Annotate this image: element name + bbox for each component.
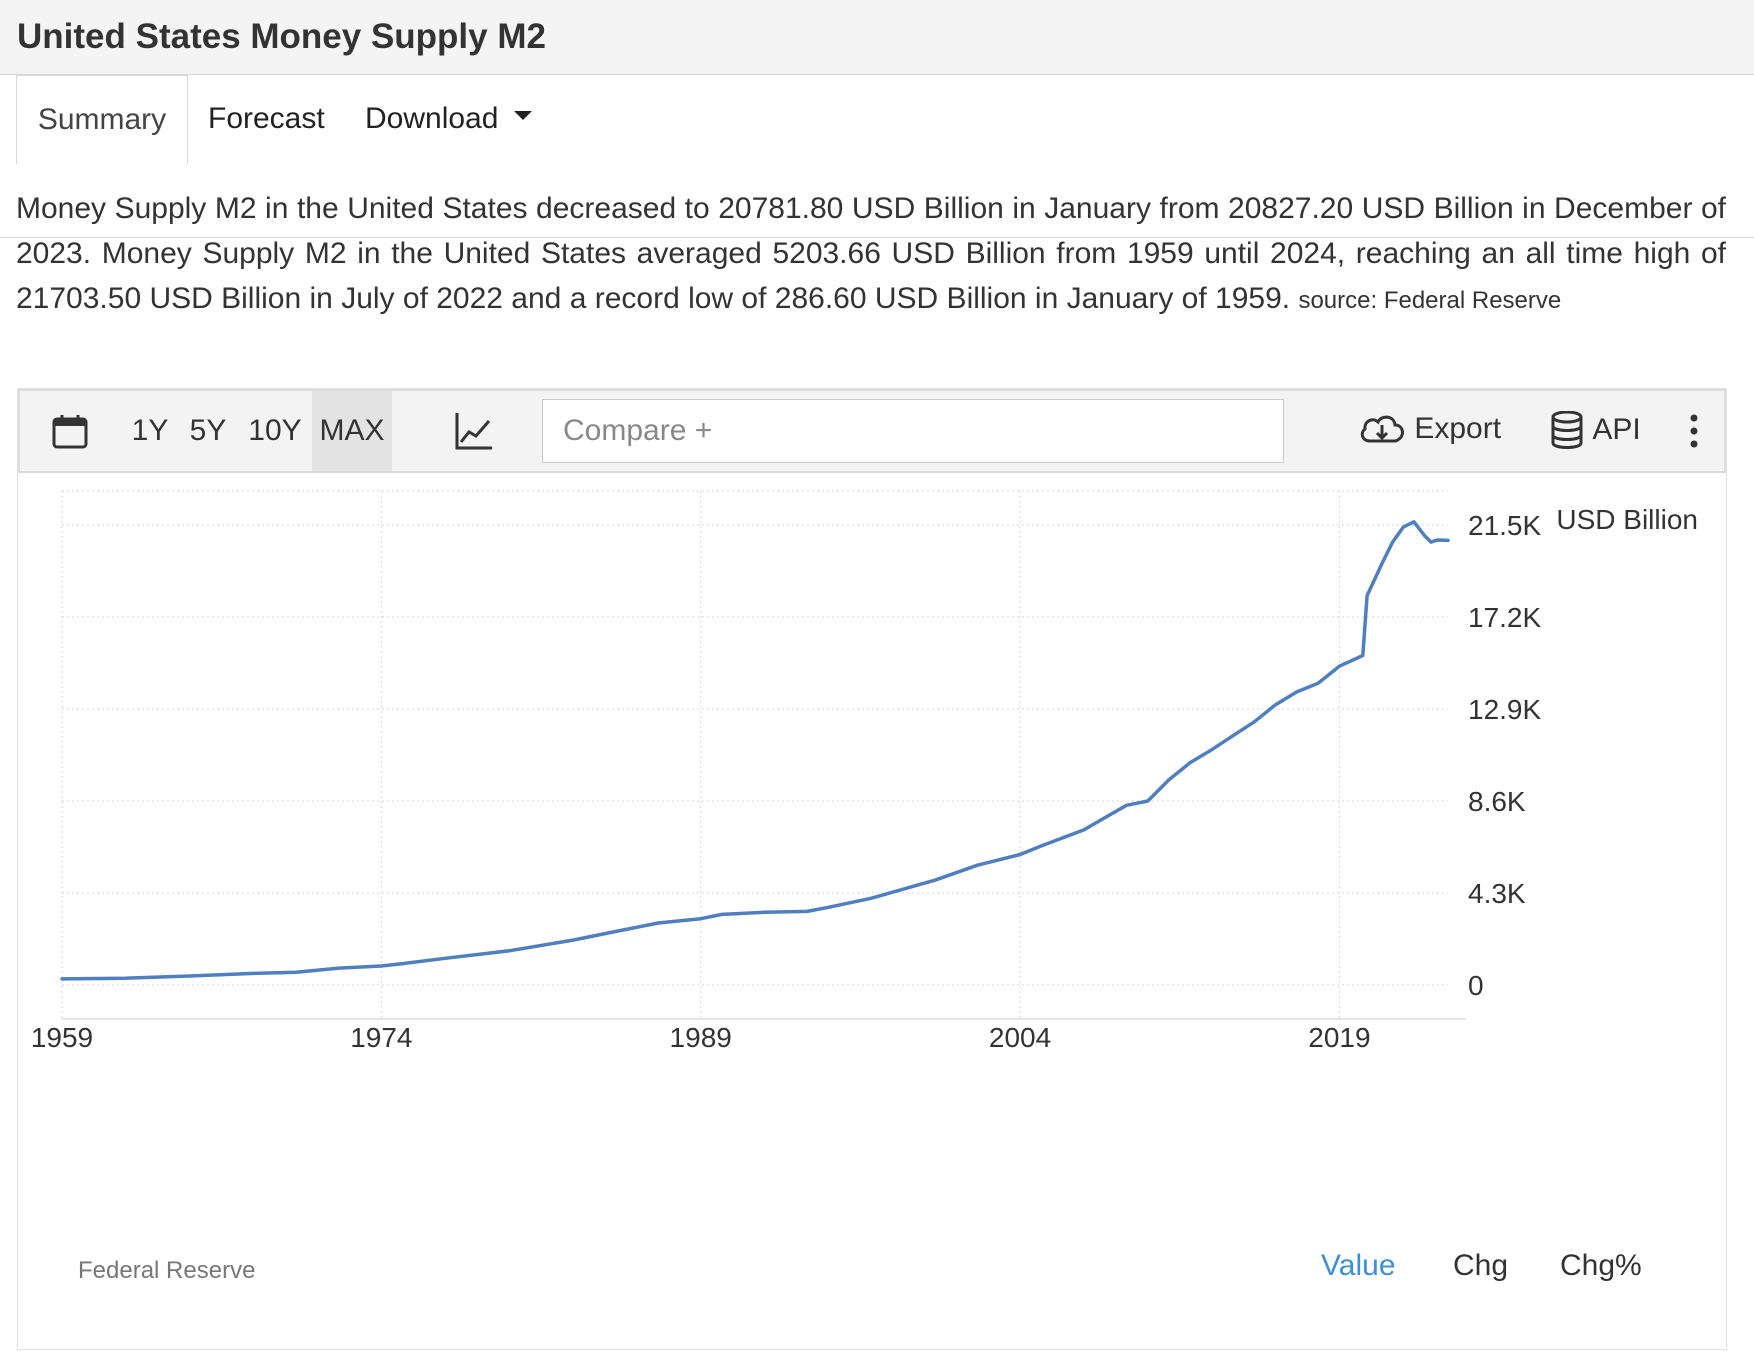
y-axis: 0 4.3K 8.6K 12.9K 17.2K 21.5K (1468, 510, 1541, 1001)
summary-text: Money Supply M2 in the United States dec… (16, 192, 1726, 315)
page-title: United States Money Supply M2 (17, 17, 546, 56)
tab-divider (0, 237, 1754, 238)
line-chart-icon[interactable] (454, 411, 494, 451)
compare-input[interactable] (542, 399, 1284, 463)
caret-down-icon (514, 110, 533, 120)
export-button[interactable]: Export (1358, 411, 1501, 451)
chart-container: 1Y 5Y 10Y MAX Export API (17, 388, 1727, 1350)
range-10y-button[interactable]: 10Y (248, 414, 302, 447)
tab-summary[interactable]: Summary (16, 75, 188, 164)
chart-source: Federal Reserve (78, 1257, 256, 1284)
y-tick-label: 12.9K (1468, 694, 1541, 725)
view-chg-button[interactable]: Chg (1453, 1249, 1509, 1282)
title-bar: United States Money Supply M2 (0, 0, 1754, 75)
summary-source: source: Federal Reserve (1298, 287, 1562, 314)
calendar-icon[interactable] (52, 413, 88, 449)
y-tick-label: 21.5K (1468, 510, 1541, 541)
x-tick-label: 1989 (670, 1022, 732, 1053)
view-value-button[interactable]: Value (1321, 1249, 1396, 1282)
y-tick-label: 4.3K (1468, 878, 1526, 909)
x-tick-label: 2004 (989, 1022, 1051, 1053)
range-1y-button[interactable]: 1Y (131, 414, 169, 447)
tab-download-label: Download (365, 102, 499, 135)
range-5y-button[interactable]: 5Y (189, 414, 227, 447)
chart-toolbar: 1Y 5Y 10Y MAX Export API (18, 389, 1726, 473)
x-axis: 1959 1974 1989 2004 2019 (31, 1022, 1371, 1053)
y-tick-label: 8.6K (1468, 786, 1526, 817)
y-tick-label: 17.2K (1468, 602, 1541, 633)
tab-download[interactable]: Download (365, 75, 533, 162)
x-tick-label: 2019 (1308, 1022, 1370, 1053)
summary-paragraph: Money Supply M2 in the United States dec… (16, 186, 1726, 323)
unit-label: USD Billion (1556, 504, 1698, 535)
database-icon (1551, 410, 1583, 449)
line-chart: USD Billion 0 4.3K 8.6K 12.9K 17.2K 21.5K 195… (31, 490, 1698, 1053)
tab-forecast[interactable]: Forecast (208, 102, 325, 135)
x-tick-label: 1959 (31, 1022, 93, 1053)
range-max-button[interactable]: MAX (312, 391, 392, 471)
api-button[interactable]: API (1550, 410, 1641, 451)
cloud-download-icon (1360, 415, 1404, 443)
more-vertical-icon[interactable] (1688, 413, 1700, 449)
export-label: Export (1414, 412, 1502, 446)
series-line (60, 520, 1450, 981)
chart-grid (61, 490, 1466, 1020)
view-chgpct-button[interactable]: Chg% (1560, 1249, 1642, 1282)
tab-bar: Summary Forecast Download (0, 75, 1754, 238)
y-tick-label: 0 (1468, 970, 1484, 1001)
api-label: API (1592, 413, 1641, 446)
x-tick-label: 1974 (350, 1022, 412, 1053)
